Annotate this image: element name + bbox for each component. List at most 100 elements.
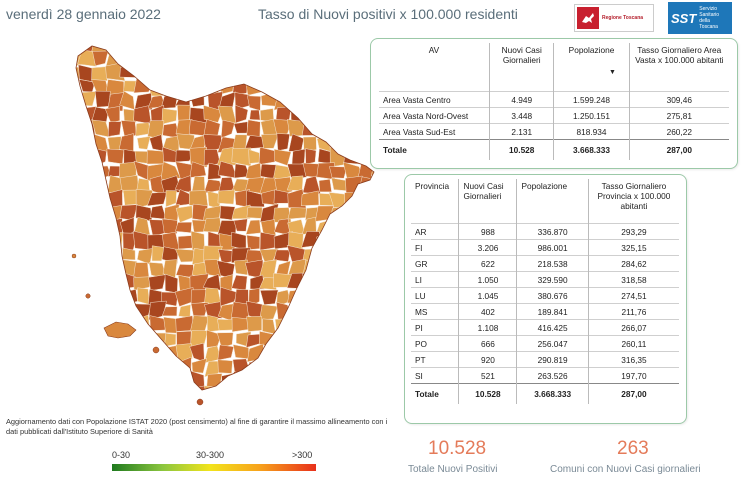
municipality-area[interactable] (77, 147, 96, 165)
municipality-area[interactable] (220, 66, 237, 83)
municipality-area[interactable] (191, 219, 208, 233)
municipality-area[interactable] (276, 133, 291, 152)
municipality-area[interactable] (260, 400, 279, 410)
municipality-area[interactable] (66, 403, 81, 410)
municipality-area[interactable] (249, 109, 261, 121)
municipality-area[interactable] (133, 329, 153, 346)
municipality-area[interactable] (332, 230, 348, 250)
municipality-area[interactable] (76, 357, 97, 376)
municipality-area[interactable] (245, 374, 265, 387)
municipality-area[interactable] (204, 259, 222, 277)
municipality-area[interactable] (318, 273, 331, 288)
municipality-area[interactable] (248, 149, 260, 164)
municipality-area[interactable] (370, 333, 376, 346)
municipality-area[interactable] (332, 104, 349, 123)
municipality-area[interactable] (344, 51, 363, 66)
municipality-area[interactable] (262, 357, 278, 377)
municipality-area[interactable] (119, 401, 138, 410)
municipality-area[interactable] (330, 289, 349, 307)
municipality-area[interactable] (303, 136, 317, 153)
municipality-area[interactable] (273, 78, 293, 97)
municipality-area[interactable] (370, 233, 376, 250)
municipality-area[interactable] (262, 49, 279, 69)
municipality-area[interactable] (105, 264, 124, 277)
table-row[interactable]: PI 1.108 416.425 266,07 (411, 319, 679, 336)
municipality-area[interactable] (357, 244, 374, 263)
municipality-area[interactable] (275, 371, 292, 388)
municipality-area[interactable] (203, 105, 223, 123)
municipality-area[interactable] (176, 402, 195, 410)
municipality-area[interactable] (219, 205, 236, 221)
municipality-area[interactable] (344, 287, 360, 305)
municipality-area[interactable] (247, 38, 261, 51)
municipality-area[interactable] (286, 92, 308, 107)
municipality-area[interactable] (288, 343, 305, 364)
municipality-area[interactable] (202, 38, 221, 56)
municipality-area[interactable] (371, 303, 376, 321)
municipality-area[interactable] (275, 106, 292, 122)
municipality-area[interactable] (147, 63, 165, 81)
municipality-area[interactable] (328, 132, 349, 151)
municipality-area[interactable] (316, 76, 333, 96)
municipality-area[interactable] (234, 404, 247, 410)
table-row[interactable]: Area Vasta Sud-Est 2.131 818.934 260,22 (379, 123, 729, 140)
municipality-area[interactable] (90, 288, 110, 307)
municipality-area[interactable] (360, 388, 374, 404)
municipality-area[interactable] (287, 301, 307, 320)
municipality-area[interactable] (372, 221, 376, 238)
municipality-area[interactable] (371, 205, 376, 222)
municipality-area[interactable] (258, 371, 277, 390)
municipality-area[interactable] (233, 66, 252, 80)
municipality-area[interactable] (371, 272, 376, 291)
municipality-area[interactable] (66, 359, 84, 377)
municipality-area[interactable] (119, 302, 137, 321)
municipality-area[interactable] (174, 248, 195, 263)
municipality-area[interactable] (146, 191, 168, 207)
municipality-area[interactable] (133, 276, 153, 291)
municipality-area[interactable] (344, 372, 359, 390)
municipality-area[interactable] (175, 161, 193, 181)
municipality-area[interactable] (80, 244, 97, 265)
table-row[interactable]: SI 521 263.526 197,70 (411, 367, 679, 384)
municipality-area[interactable] (77, 399, 94, 410)
municipality-area[interactable] (165, 52, 177, 68)
municipality-area[interactable] (66, 38, 80, 55)
municipality-area[interactable] (344, 105, 361, 121)
municipality-area[interactable] (356, 302, 374, 321)
municipality-area[interactable] (370, 164, 376, 178)
municipality-area[interactable] (135, 122, 151, 137)
municipality-area[interactable] (329, 166, 348, 179)
municipality-area[interactable] (290, 65, 303, 82)
municipality-area[interactable] (216, 332, 234, 348)
municipality-area[interactable] (120, 357, 136, 374)
municipality-area[interactable] (370, 259, 376, 279)
municipality-area[interactable] (204, 51, 220, 65)
municipality-area[interactable] (217, 385, 237, 403)
municipality-area[interactable] (344, 203, 361, 221)
municipality-area[interactable] (66, 178, 83, 194)
municipality-area[interactable] (189, 66, 206, 80)
col-header-popolazione[interactable]: Popolazione (553, 43, 630, 92)
municipality-area[interactable] (331, 38, 349, 54)
municipality-area[interactable] (136, 38, 150, 54)
municipality-area[interactable] (77, 164, 96, 178)
col-header-popolazione[interactable]: Popolazione (516, 179, 589, 224)
municipality-area[interactable] (66, 258, 82, 279)
municipality-area[interactable] (314, 302, 335, 320)
municipality-area[interactable] (343, 91, 363, 107)
municipality-area[interactable] (147, 372, 164, 390)
municipality-area[interactable] (176, 330, 192, 346)
municipality-area[interactable] (343, 359, 362, 377)
municipality-area[interactable] (175, 221, 192, 234)
municipality-area[interactable] (104, 106, 120, 124)
municipality-area[interactable] (77, 49, 97, 67)
table-row[interactable]: LI 1.050 329.590 318,58 (411, 271, 679, 288)
municipality-area[interactable] (66, 329, 80, 346)
municipality-area[interactable] (165, 371, 179, 390)
municipality-area[interactable] (302, 77, 319, 97)
municipality-area[interactable] (207, 162, 222, 180)
municipality-area[interactable] (232, 50, 249, 67)
table-row[interactable]: GR 622 218.538 284,62 (411, 255, 679, 272)
municipality-area[interactable] (191, 358, 208, 374)
municipality-area[interactable] (359, 189, 372, 210)
